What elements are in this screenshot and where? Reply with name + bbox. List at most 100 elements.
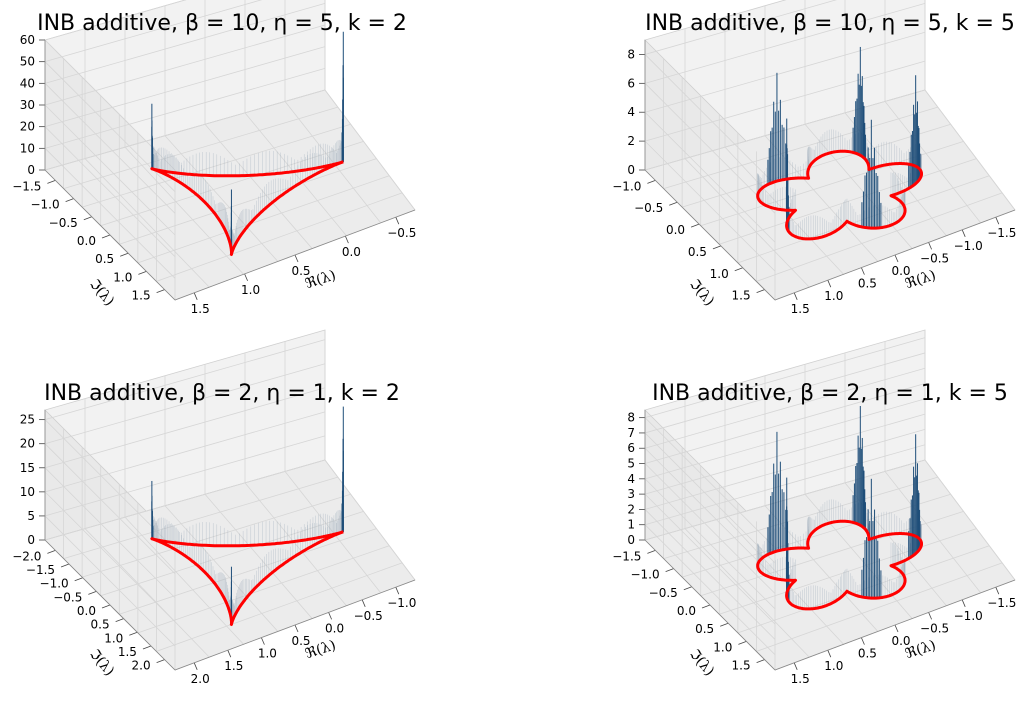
z-gridline bbox=[644, 478, 776, 610]
chart-title: INB additive, β = 2, η = 1, k = 5 bbox=[652, 381, 1008, 406]
y-tick-mark bbox=[738, 641, 747, 645]
floor-gridline bbox=[284, 101, 382, 224]
z-tick-label: 50 bbox=[20, 55, 35, 69]
y-tick-label: 0.5 bbox=[95, 252, 114, 266]
z-gridline bbox=[644, 447, 776, 579]
z-gridline bbox=[644, 417, 776, 548]
x-tick-label: 1.0 bbox=[824, 289, 843, 303]
z-tick-label: 3 bbox=[627, 487, 635, 501]
floor-gridline bbox=[924, 89, 1016, 211]
x-tick-label: 0.0 bbox=[891, 634, 910, 648]
floor-gridline bbox=[756, 562, 1003, 652]
x-tick-mark bbox=[294, 624, 299, 633]
z-gridline bbox=[44, 126, 176, 257]
z-tick-label: 6 bbox=[627, 76, 635, 90]
x-tick-label: 1.0 bbox=[824, 659, 843, 673]
z-gridline bbox=[644, 60, 926, 142]
z-gridline bbox=[644, 509, 776, 640]
subplot-beta2-k2: 0510152025−2.0−1.5−1.0−0.50.00.51.01.52.… bbox=[12, 329, 416, 686]
y-tick-label: 2.0 bbox=[132, 659, 151, 673]
y-tick-label: 1.0 bbox=[113, 270, 132, 284]
y-tick-mark bbox=[669, 201, 678, 206]
subplot-beta10-k5: 02468−1.0−0.50.00.51.01.51.51.00.50.0−0.… bbox=[612, 0, 1016, 316]
x-tick-mark bbox=[294, 254, 299, 263]
y-tick-mark bbox=[101, 604, 111, 609]
z-tick-label: 40 bbox=[20, 76, 35, 90]
z-gridline bbox=[644, 524, 776, 655]
x-tick-label: 0.0 bbox=[891, 264, 910, 278]
floor-gridline bbox=[137, 545, 390, 634]
z-gridline bbox=[44, 363, 326, 445]
x-tick-mark bbox=[793, 292, 798, 300]
floor-gridline bbox=[204, 494, 313, 619]
x-tick-label: 0.5 bbox=[858, 277, 877, 291]
z-gridline bbox=[644, 111, 776, 243]
floor-gridline bbox=[100, 141, 364, 227]
z-tick-label: 0 bbox=[27, 533, 35, 547]
y-tick-label: 1.0 bbox=[710, 267, 729, 281]
y-tick-label: 1.5 bbox=[132, 289, 151, 303]
y-tick-mark bbox=[756, 289, 765, 293]
floor-gridline bbox=[119, 158, 377, 245]
z-gridline bbox=[44, 67, 326, 149]
y-tick-mark bbox=[756, 659, 765, 663]
floor-gridline bbox=[284, 471, 382, 594]
x-axis-line bbox=[774, 579, 1016, 671]
y-tick-mark bbox=[88, 590, 97, 595]
y-tick-label: −0.5 bbox=[53, 590, 82, 604]
y-tick-label: −0.5 bbox=[634, 201, 663, 215]
x-tick-label: −1.5 bbox=[987, 226, 1016, 240]
x-tick-mark bbox=[894, 254, 899, 263]
y-tick-label: 1.0 bbox=[104, 631, 123, 645]
z-tick-label: 15 bbox=[20, 461, 35, 475]
x-tick-label: −1.0 bbox=[954, 239, 983, 253]
floor-gridline bbox=[124, 516, 244, 645]
z-gridline bbox=[644, 493, 776, 625]
floor-gridline bbox=[719, 158, 977, 245]
z-tick-label: 8 bbox=[627, 411, 635, 425]
spectrum-boundary-curve bbox=[150, 160, 345, 256]
y-tick-label: 0.5 bbox=[688, 245, 707, 259]
z-gridline bbox=[644, 429, 926, 510]
x-tick-label: −0.5 bbox=[387, 226, 416, 240]
x-tick-label: 1.0 bbox=[258, 647, 277, 661]
z-gridline bbox=[44, 89, 326, 171]
x-tick-label: −0.5 bbox=[920, 621, 949, 635]
x-tick-mark bbox=[328, 612, 332, 620]
y-tick-mark bbox=[156, 289, 165, 293]
z-gridline bbox=[44, 435, 326, 517]
y-tick-mark bbox=[65, 198, 74, 202]
floor-gridline bbox=[63, 106, 338, 189]
x-tick-mark bbox=[928, 612, 932, 620]
z-tick-label: 4 bbox=[627, 105, 635, 119]
z-gridline bbox=[644, 367, 926, 449]
z-gridline bbox=[44, 0, 263, 63]
y-tick-mark bbox=[734, 267, 743, 272]
z-tick-label: 5 bbox=[627, 457, 635, 471]
spectrum-boundary-curve bbox=[756, 519, 923, 611]
y-tick-mark bbox=[60, 563, 70, 568]
x-tick-label: −1.0 bbox=[954, 609, 983, 623]
x-tick-label: 2.0 bbox=[191, 672, 210, 686]
z-gridline bbox=[644, 459, 926, 541]
floor-gridline bbox=[100, 511, 364, 597]
y-tick-label: 0.0 bbox=[77, 604, 96, 618]
z-gridline bbox=[44, 515, 176, 647]
z-tick-label: 4 bbox=[627, 472, 635, 486]
x-tick-mark bbox=[995, 587, 1000, 595]
y-tick-label: −1.5 bbox=[12, 179, 41, 193]
floor-gridline bbox=[719, 528, 977, 615]
z-tick-label: 30 bbox=[20, 98, 35, 112]
z-gridline bbox=[644, 432, 776, 564]
y-tick-mark bbox=[712, 245, 722, 250]
y-tick-label: 0.0 bbox=[77, 234, 96, 248]
x-tick-label: −0.5 bbox=[920, 251, 949, 265]
x-tick-mark bbox=[193, 662, 198, 670]
y-tick-mark bbox=[129, 631, 138, 636]
floor-gridline bbox=[244, 482, 347, 606]
x-tick-label: 0.5 bbox=[291, 634, 310, 648]
x-tick-mark bbox=[961, 229, 966, 237]
y-tick-mark bbox=[47, 550, 56, 554]
floor-gridline bbox=[156, 562, 403, 652]
